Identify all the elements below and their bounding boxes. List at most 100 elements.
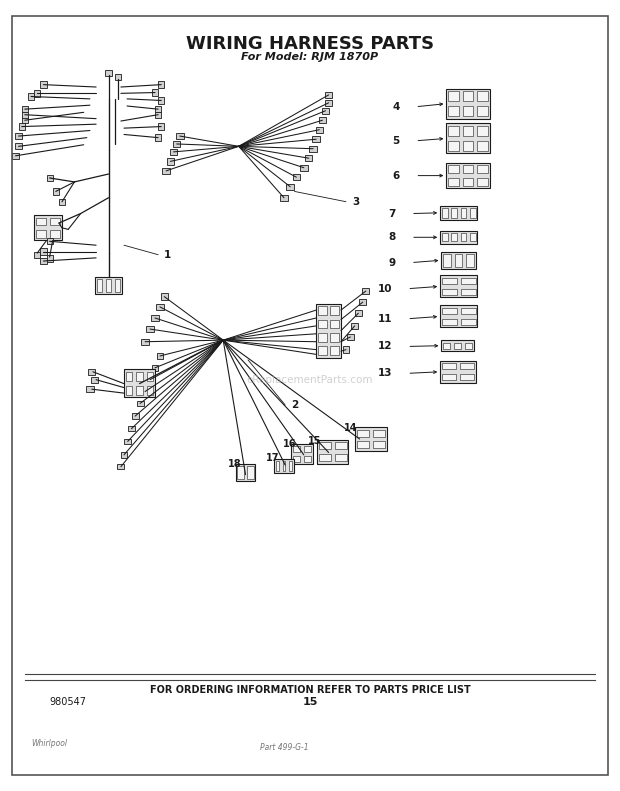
Bar bbox=[40, 248, 46, 255]
Bar bbox=[451, 233, 457, 241]
Text: 17: 17 bbox=[266, 452, 280, 463]
Bar bbox=[465, 343, 472, 349]
Bar bbox=[152, 89, 158, 96]
Bar bbox=[293, 446, 300, 452]
Bar bbox=[477, 91, 488, 101]
Bar bbox=[286, 184, 294, 190]
Bar bbox=[115, 279, 120, 292]
Bar bbox=[158, 123, 164, 130]
Text: 16: 16 bbox=[283, 439, 297, 449]
Bar bbox=[461, 319, 476, 325]
Bar bbox=[289, 461, 292, 471]
Bar bbox=[319, 117, 326, 123]
Bar bbox=[237, 466, 244, 479]
Bar bbox=[360, 299, 366, 305]
Bar bbox=[283, 461, 285, 471]
Bar bbox=[373, 441, 385, 448]
Text: 5: 5 bbox=[392, 136, 400, 146]
Bar bbox=[128, 426, 135, 432]
Bar bbox=[46, 255, 53, 262]
Bar bbox=[50, 230, 60, 238]
Bar bbox=[442, 319, 457, 325]
Bar bbox=[280, 195, 288, 201]
Bar bbox=[305, 155, 312, 161]
Bar bbox=[291, 444, 313, 464]
Bar bbox=[446, 89, 490, 119]
Bar bbox=[448, 178, 459, 186]
Bar bbox=[136, 386, 143, 395]
Text: 13: 13 bbox=[378, 369, 392, 378]
Bar bbox=[309, 146, 317, 152]
Bar bbox=[19, 123, 25, 130]
Bar bbox=[373, 430, 385, 437]
Bar bbox=[142, 389, 149, 395]
Bar bbox=[124, 438, 131, 445]
Bar bbox=[463, 106, 474, 116]
Bar bbox=[293, 456, 300, 462]
Bar bbox=[173, 141, 180, 147]
Bar bbox=[448, 106, 459, 116]
Text: 4: 4 bbox=[392, 102, 400, 112]
Bar bbox=[46, 238, 53, 244]
Bar bbox=[50, 218, 60, 225]
Bar bbox=[155, 134, 161, 141]
Bar bbox=[477, 141, 488, 151]
Bar bbox=[155, 112, 161, 118]
Bar bbox=[362, 288, 369, 294]
Text: 3: 3 bbox=[352, 197, 360, 206]
Text: 8: 8 bbox=[388, 233, 396, 242]
Bar bbox=[22, 106, 28, 112]
Bar bbox=[156, 353, 164, 359]
Bar bbox=[28, 93, 34, 100]
Bar bbox=[443, 343, 450, 349]
Bar bbox=[176, 133, 184, 139]
Bar bbox=[448, 141, 459, 151]
Bar bbox=[477, 178, 488, 186]
Bar bbox=[355, 427, 387, 451]
Bar bbox=[461, 233, 466, 241]
Bar bbox=[146, 377, 153, 383]
Bar bbox=[463, 141, 474, 151]
Bar bbox=[440, 206, 477, 220]
Bar bbox=[442, 374, 456, 380]
Bar bbox=[300, 165, 308, 171]
Text: 15: 15 bbox=[303, 698, 317, 707]
Bar bbox=[91, 377, 98, 383]
Text: 6: 6 bbox=[392, 171, 400, 180]
Bar bbox=[463, 91, 474, 101]
Bar bbox=[460, 363, 474, 369]
Bar bbox=[463, 178, 474, 186]
Text: 10: 10 bbox=[378, 284, 392, 293]
Text: 18: 18 bbox=[228, 459, 241, 469]
Text: eReplacementParts.com: eReplacementParts.com bbox=[247, 375, 373, 384]
Bar bbox=[156, 304, 164, 310]
Text: For Model: RJM 1870P: For Model: RJM 1870P bbox=[241, 52, 379, 62]
Bar bbox=[356, 441, 369, 448]
Bar bbox=[167, 158, 174, 165]
Bar bbox=[318, 320, 327, 328]
Bar bbox=[22, 112, 28, 118]
Bar bbox=[155, 106, 161, 112]
Bar bbox=[151, 315, 159, 321]
Bar bbox=[451, 208, 457, 218]
Text: 14: 14 bbox=[343, 423, 357, 433]
Bar bbox=[442, 363, 456, 369]
Bar bbox=[88, 369, 95, 375]
Bar bbox=[441, 340, 474, 351]
Bar bbox=[463, 126, 474, 136]
Bar bbox=[36, 218, 46, 225]
Bar bbox=[34, 90, 40, 97]
Bar bbox=[34, 215, 62, 240]
Bar bbox=[131, 414, 138, 419]
Text: Part 499-G-1: Part 499-G-1 bbox=[260, 743, 309, 752]
Bar bbox=[443, 254, 451, 267]
Text: 1: 1 bbox=[164, 250, 172, 259]
Text: 2: 2 bbox=[291, 400, 299, 410]
Bar bbox=[319, 454, 331, 461]
Bar bbox=[330, 346, 339, 355]
Bar bbox=[477, 106, 488, 116]
Text: 15: 15 bbox=[308, 436, 322, 446]
Text: FOR ORDERING INFORMATION REFER TO PARTS PRICE LIST: FOR ORDERING INFORMATION REFER TO PARTS … bbox=[149, 685, 471, 694]
Bar bbox=[293, 174, 300, 180]
Bar bbox=[136, 372, 143, 381]
